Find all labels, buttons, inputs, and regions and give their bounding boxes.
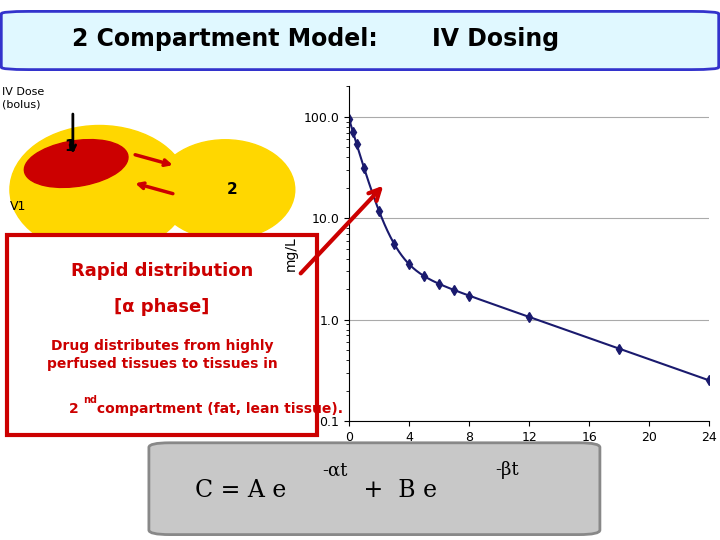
- Text: C = A e: C = A e: [195, 479, 287, 502]
- Text: Rapid distribution: Rapid distribution: [71, 262, 253, 280]
- X-axis label: Hours: Hours: [504, 449, 554, 464]
- FancyBboxPatch shape: [149, 443, 600, 535]
- Ellipse shape: [24, 140, 128, 187]
- Text: 2: 2: [69, 402, 79, 416]
- Text: V1: V1: [10, 200, 27, 213]
- Text: [α phase]: [α phase]: [114, 298, 210, 316]
- Text: -βt: -βt: [495, 461, 519, 480]
- Text: +  B e: + B e: [356, 479, 437, 502]
- Text: IV Dose
(bolus): IV Dose (bolus): [1, 87, 44, 109]
- FancyBboxPatch shape: [7, 235, 317, 435]
- Text: compartment (fat, lean tissue).: compartment (fat, lean tissue).: [92, 402, 343, 416]
- Text: 2 Compartment Model:: 2 Compartment Model:: [72, 28, 377, 51]
- Circle shape: [10, 125, 189, 254]
- Text: 1: 1: [64, 139, 75, 154]
- Y-axis label: mg/L: mg/L: [284, 237, 298, 271]
- Text: IV Dosing: IV Dosing: [432, 28, 559, 51]
- Text: -αt: -αt: [322, 461, 348, 480]
- Circle shape: [156, 140, 294, 240]
- Text: 2: 2: [227, 182, 237, 197]
- Text: k10: k10: [109, 275, 132, 288]
- FancyBboxPatch shape: [1, 11, 719, 70]
- Text: Drug distributes from highly
perfused tissues to tissues in: Drug distributes from highly perfused ti…: [47, 339, 277, 371]
- Text: nd: nd: [83, 395, 97, 405]
